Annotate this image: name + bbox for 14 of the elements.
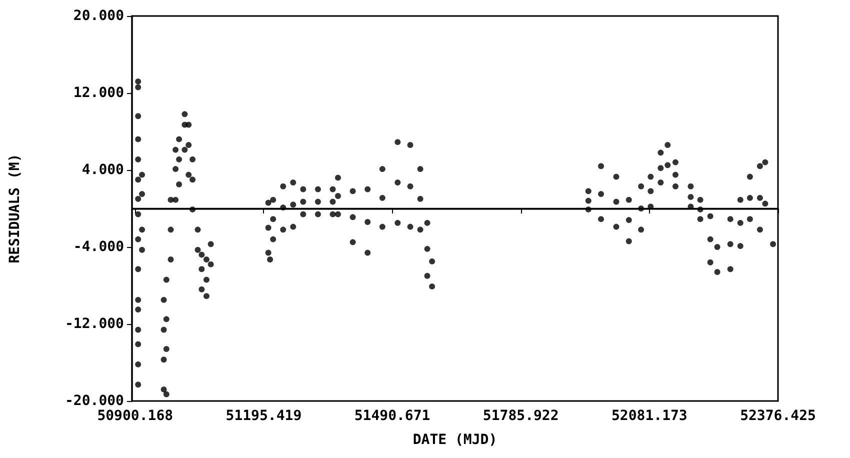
x-tick-label: 50900.168 [97,408,174,424]
y-tick-label: -4.000 [73,239,124,255]
y-tick-label: 12.000 [73,85,124,101]
y-tick-label: 4.000 [82,162,124,178]
x-tick-label: 51785.922 [482,408,559,424]
y-tick-label: -12.000 [64,316,124,332]
x-tick-label: 51490.671 [354,408,430,424]
y-axis-title: RESIDUALS (M) [7,154,23,264]
y-tick-label: -20.000 [64,393,124,409]
x-axis-title: DATE (MJD) [412,432,498,448]
x-tick-label: 52376.425 [740,408,816,424]
y-tick-label: 20.000 [73,8,124,24]
x-tick-label: 51195.419 [226,408,302,424]
x-tick-label: 52081.173 [611,408,688,424]
